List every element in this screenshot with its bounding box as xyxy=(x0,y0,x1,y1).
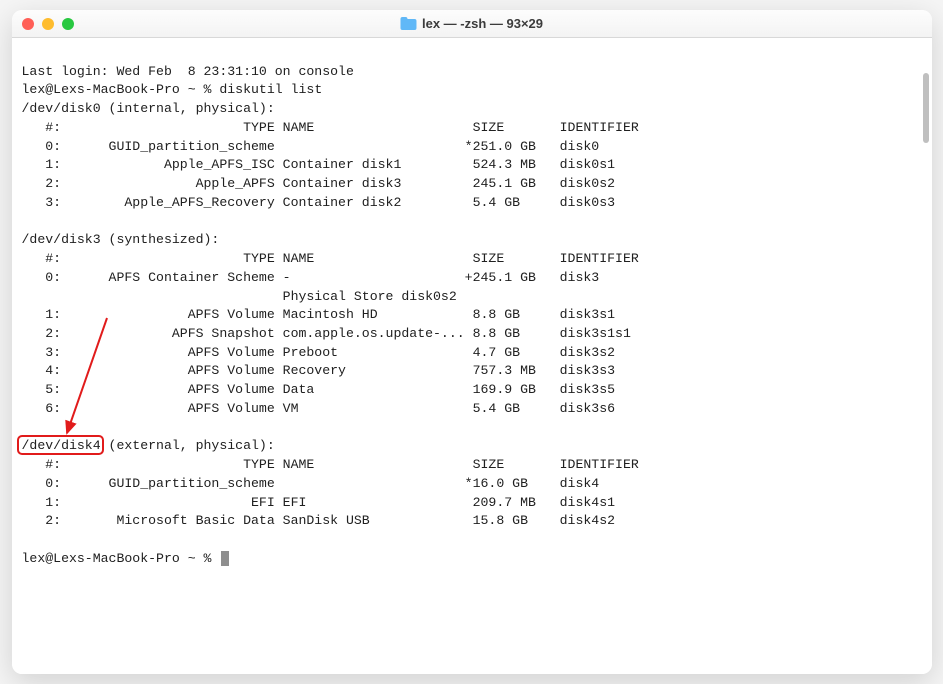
column-header: #: TYPE NAME SIZE IDENTIFIER xyxy=(22,251,639,266)
disk3-row-3: 3: APFS Volume Preboot 4.7 GB disk3s2 xyxy=(22,345,616,360)
disk3-row-4: 4: APFS Volume Recovery 757.3 MB disk3s3 xyxy=(22,363,616,378)
cursor-icon xyxy=(221,551,229,566)
disk0-row-3: 3: Apple_APFS_Recovery Container disk2 5… xyxy=(22,195,616,210)
folder-icon xyxy=(400,17,416,30)
disk3-row-5: 5: APFS Volume Data 169.9 GB disk3s5 xyxy=(22,382,616,397)
disk4-row-1: 1: EFI EFI 209.7 MB disk4s1 xyxy=(22,495,616,510)
prompt-2: lex@Lexs-MacBook-Pro ~ % xyxy=(22,551,220,566)
minimize-icon[interactable] xyxy=(42,18,54,30)
prompt-1: lex@Lexs-MacBook-Pro ~ % xyxy=(22,82,220,97)
disk3-header: /dev/disk3 (synthesized): xyxy=(22,232,220,247)
disk3-row-2: 2: APFS Snapshot com.apple.os.update-...… xyxy=(22,326,631,341)
disk4-row-2: 2: Microsoft Basic Data SanDisk USB 15.8… xyxy=(22,513,616,528)
scrollbar[interactable] xyxy=(923,73,929,143)
traffic-lights xyxy=(22,18,74,30)
command-1: diskutil list xyxy=(219,82,322,97)
disk3-row-0: 0: APFS Container Scheme - +245.1 GB dis… xyxy=(22,270,600,285)
disk0-header: /dev/disk0 (internal, physical): xyxy=(22,101,275,116)
terminal-body[interactable]: Last login: Wed Feb 8 23:31:10 on consol… xyxy=(12,38,932,674)
disk0-row-0: 0: GUID_partition_scheme *251.0 GB disk0 xyxy=(22,139,600,154)
zoom-icon[interactable] xyxy=(62,18,74,30)
disk4-header-suffix: (external, physical): xyxy=(101,438,275,453)
disk4-path: /dev/disk4 xyxy=(22,438,101,453)
disk4-row-0: 0: GUID_partition_scheme *16.0 GB disk4 xyxy=(22,476,600,491)
terminal-window: lex — -zsh — 93×29 Last login: Wed Feb 8… xyxy=(12,10,932,674)
disk0-row-2: 2: Apple_APFS Container disk3 245.1 GB d… xyxy=(22,176,616,191)
window-title-wrap: lex — -zsh — 93×29 xyxy=(400,16,543,31)
column-header: #: TYPE NAME SIZE IDENTIFIER xyxy=(22,120,639,135)
titlebar[interactable]: lex — -zsh — 93×29 xyxy=(12,10,932,38)
disk3-row-1: 1: APFS Volume Macintosh HD 8.8 GB disk3… xyxy=(22,307,616,322)
disk0-row-1: 1: Apple_APFS_ISC Container disk1 524.3 … xyxy=(22,157,616,172)
disk3-row-6: 6: APFS Volume VM 5.4 GB disk3s6 xyxy=(22,401,616,416)
close-icon[interactable] xyxy=(22,18,34,30)
disk3-physical-store: Physical Store disk0s2 xyxy=(22,289,457,304)
window-title: lex — -zsh — 93×29 xyxy=(422,16,543,31)
column-header: #: TYPE NAME SIZE IDENTIFIER xyxy=(22,457,639,472)
last-login-line: Last login: Wed Feb 8 23:31:10 on consol… xyxy=(22,64,354,79)
